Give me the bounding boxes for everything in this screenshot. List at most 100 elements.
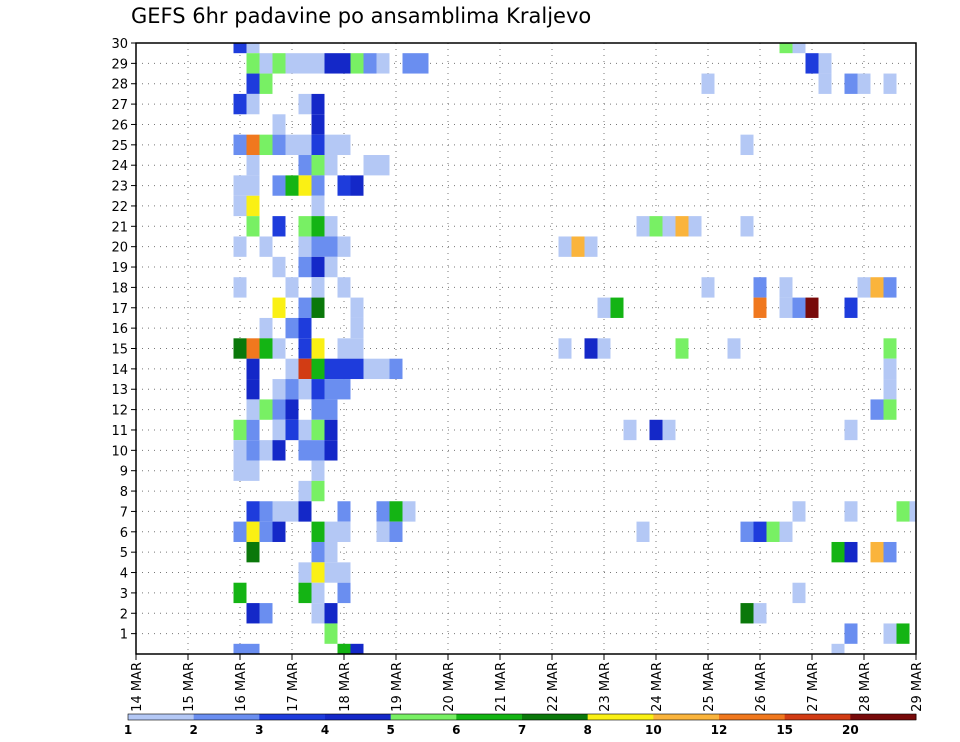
heatmap-cell [246,73,260,94]
heatmap-cell [792,501,806,522]
heatmap-cell [844,541,858,563]
y-tick-label: 23 [111,180,128,195]
heatmap-cell [324,541,338,563]
heatmap-cell [246,53,260,74]
heatmap-cell [844,297,858,318]
heatmap-cell [259,317,273,339]
heatmap-cell [350,297,364,318]
heatmap-cell [233,236,247,257]
x-tick-label: 25 MAR [702,662,717,712]
heatmap-cell [233,277,247,298]
heatmap-cell [883,623,897,644]
heatmap-cell [324,379,338,400]
x-tick-label: 21 MAR [494,662,509,712]
heatmap-cell [844,73,858,94]
heatmap-cell [298,582,312,604]
heatmap-cell [259,603,273,624]
heatmap-cell [337,582,351,604]
heatmap-cell [272,419,286,441]
y-tick-label: 20 [111,241,128,256]
chart-title: GEFS 6hr padavine po ansamblima Kraljevo [131,4,592,28]
heatmap-cell [337,175,351,196]
legend-label: 5 [386,723,394,737]
heatmap-cell [831,643,845,654]
heatmap-cell [389,358,403,380]
heatmap-cell [376,155,390,176]
y-tick-label: 3 [120,587,128,602]
heatmap-cell [311,582,325,604]
heatmap-cell [402,53,416,74]
heatmap-cell [389,521,403,542]
heatmap-cell [259,338,273,359]
heatmap-cell [753,603,767,624]
heatmap-cell [285,134,299,156]
heatmap-cell [844,501,858,522]
heatmap-cell [233,43,247,54]
heatmap-cell [662,216,676,237]
heatmap-cell [818,53,832,74]
heatmap-cell [337,338,351,359]
heatmap-cell [311,460,325,481]
y-tick-label: 4 [120,567,128,582]
heatmap-cell [259,236,273,257]
x-tick-label: 16 MAR [234,662,249,712]
heatmap-cell [337,562,351,583]
heatmap-cell [298,155,312,176]
legend-label: 8 [583,723,591,737]
heatmap-cell [844,623,858,644]
y-tick-label: 16 [111,322,128,337]
y-tick-label: 11 [111,424,128,439]
heatmap-cell [233,338,247,359]
heatmap-cell [246,195,260,217]
heatmap-cell [883,338,897,359]
heatmap-cell [883,277,897,298]
heatmap-cell [350,53,364,74]
heatmap-cell [311,175,325,196]
y-tick-label: 9 [120,465,128,480]
heatmap-cell [389,501,403,522]
heatmap-cell [311,216,325,237]
heatmap-cell [246,379,260,400]
x-tick-label: 24 MAR [650,662,665,712]
heatmap-cell [883,358,897,380]
x-tick-label: 17 MAR [286,662,301,712]
heatmap-cell [324,603,338,624]
heatmap-cell [350,643,364,654]
heatmap-cell [363,358,377,380]
heatmap-cell [272,134,286,156]
heatmap-cell [753,521,767,542]
y-tick-label: 10 [111,444,128,459]
y-tick-label: 21 [111,220,128,235]
x-tick-label: 23 MAR [598,662,613,712]
legend-label: 20 [842,723,859,737]
y-tick-label: 6 [120,526,128,541]
heatmap-cell [311,195,325,217]
heatmap-cell [298,93,312,115]
heatmap-cell [324,399,338,420]
y-tick-label: 30 [111,37,128,52]
heatmap-cell [740,216,754,237]
heatmap-cell [779,43,793,54]
y-tick-label: 7 [120,505,128,520]
heatmap-cell [324,155,338,176]
heatmap-cell [337,134,351,156]
heatmap-cell [311,541,325,563]
heatmap-cell [272,256,286,278]
y-tick-label: 2 [120,607,128,622]
y-tick-label: 29 [111,57,128,72]
heatmap-cell [311,93,325,115]
heatmap-cell [246,399,260,420]
heatmap-cell [324,521,338,542]
heatmap-cell [272,338,286,359]
heatmap-cell [233,93,247,115]
heatmap-cell [883,399,897,420]
heatmap-cell [623,419,637,441]
heatmap-cell [298,297,312,318]
heatmap-cell [363,53,377,74]
heatmap-cell [298,53,312,74]
heatmap-cell [311,521,325,542]
heatmap-cell [324,256,338,278]
heatmap-cell [246,358,260,380]
heatmap-cell [584,338,598,359]
heatmap-cell [649,419,663,441]
